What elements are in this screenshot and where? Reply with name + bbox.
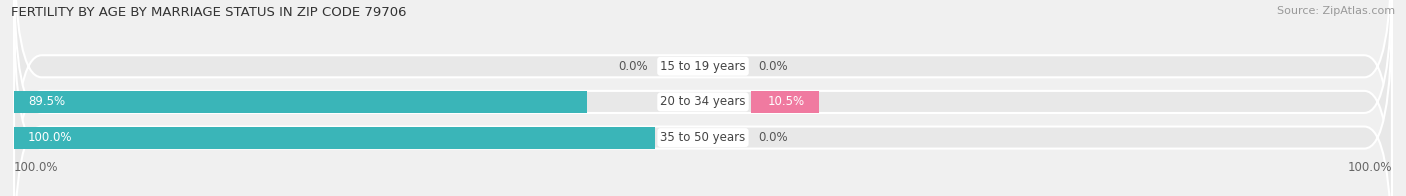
Text: 100.0%: 100.0%	[28, 131, 72, 144]
Text: 100.0%: 100.0%	[1347, 161, 1392, 174]
Text: 35 to 50 years: 35 to 50 years	[661, 131, 745, 144]
Text: 10.5%: 10.5%	[768, 95, 804, 108]
Text: Source: ZipAtlas.com: Source: ZipAtlas.com	[1277, 6, 1395, 16]
FancyBboxPatch shape	[14, 6, 1392, 196]
Text: 89.5%: 89.5%	[28, 95, 65, 108]
Text: 15 to 19 years: 15 to 19 years	[661, 60, 745, 73]
Text: 100.0%: 100.0%	[14, 161, 59, 174]
Text: 0.0%: 0.0%	[619, 60, 648, 73]
Text: FERTILITY BY AGE BY MARRIAGE STATUS IN ZIP CODE 79706: FERTILITY BY AGE BY MARRIAGE STATUS IN Z…	[11, 6, 406, 19]
Bar	[14, 91, 588, 113]
Text: 20 to 34 years: 20 to 34 years	[661, 95, 745, 108]
Text: 0.0%: 0.0%	[758, 60, 787, 73]
FancyBboxPatch shape	[14, 0, 1392, 196]
Bar	[14, 126, 655, 149]
Bar	[751, 91, 818, 113]
FancyBboxPatch shape	[14, 0, 1392, 196]
Text: 0.0%: 0.0%	[758, 131, 787, 144]
